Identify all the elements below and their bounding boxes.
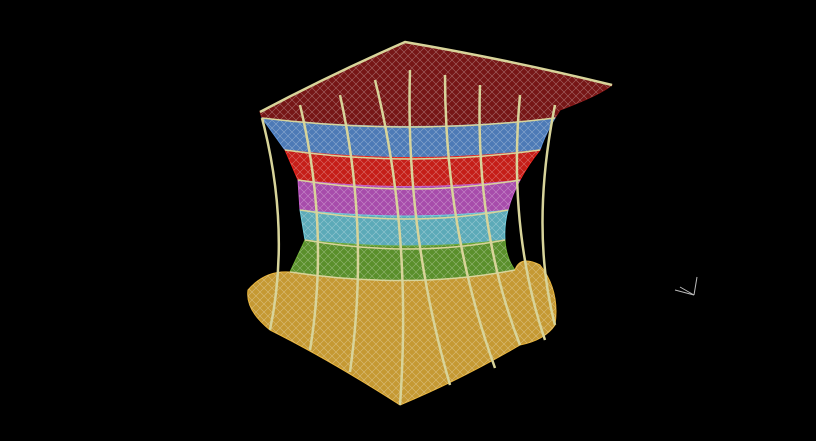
structure-bands [247, 41, 614, 406]
frame-column [515, 94, 547, 341]
frame-column [260, 117, 281, 331]
frame-ring [289, 269, 516, 282]
frame-column [338, 94, 360, 373]
axis-triad [674, 276, 698, 296]
frame-column [541, 104, 557, 326]
frame-column [478, 84, 522, 346]
top-edge-beam [259, 40, 613, 114]
frame-ring [284, 149, 541, 160]
top-band-lattice [260, 42, 612, 127]
frame-ring [261, 117, 556, 128]
axis-y [679, 286, 695, 296]
axis-x [674, 289, 695, 296]
frame-column [373, 79, 405, 406]
blue-band-lattice [262, 118, 555, 158]
frame-ring [297, 179, 521, 190]
frame-column [298, 104, 320, 351]
frame-column [443, 74, 497, 369]
structural-frame [259, 40, 613, 406]
frame-ring [299, 209, 509, 220]
frame-column [408, 69, 452, 386]
frame-ring [304, 239, 506, 250]
axis-z [693, 276, 698, 296]
